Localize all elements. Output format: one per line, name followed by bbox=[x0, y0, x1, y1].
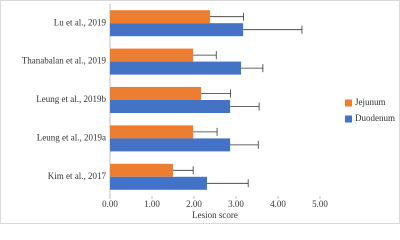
legend-label: Jejunum bbox=[355, 97, 386, 107]
error-bar bbox=[243, 25, 303, 34]
bar bbox=[110, 100, 231, 113]
legend-swatch bbox=[345, 99, 352, 107]
y-tick-label: Leung et al., 2019b bbox=[36, 94, 106, 104]
error-bar bbox=[209, 12, 244, 21]
y-tick-label: Lu et al., 2019 bbox=[54, 17, 107, 27]
y-tick-label: Leung et al., 2019a bbox=[37, 132, 106, 142]
bar bbox=[110, 176, 208, 190]
bar bbox=[110, 10, 210, 24]
x-tick-label: 3.00 bbox=[228, 199, 244, 209]
bar bbox=[110, 125, 194, 139]
x-tick-label: 0.00 bbox=[102, 199, 118, 209]
x-tick-label: 1.00 bbox=[144, 199, 160, 209]
error-bar bbox=[207, 179, 249, 188]
x-tick-label: 2.00 bbox=[186, 199, 202, 209]
bar bbox=[110, 163, 173, 177]
bar bbox=[110, 48, 194, 62]
bar bbox=[110, 23, 244, 37]
x-tick-label: 5.00 bbox=[312, 199, 328, 209]
error-bar bbox=[201, 89, 231, 98]
error-bar bbox=[173, 166, 194, 175]
x-tick-label: 4.00 bbox=[270, 199, 286, 209]
legend-label: Duodenum bbox=[355, 113, 395, 123]
y-tick-label: Thanabalan et al., 2019 bbox=[22, 56, 107, 66]
bar bbox=[110, 138, 231, 152]
error-bar bbox=[230, 140, 259, 149]
bar bbox=[110, 61, 242, 75]
chart: Lesion score 0.00 1.00 2.00 3.00 4.00 5.00 Lu … bbox=[0, 0, 400, 224]
bar bbox=[110, 87, 202, 100]
error-bar bbox=[193, 51, 217, 60]
legend-swatch bbox=[345, 115, 352, 123]
error-bar bbox=[241, 64, 264, 73]
error-bar bbox=[193, 127, 218, 136]
error-bar bbox=[230, 102, 260, 111]
y-tick-label: Kim et al., 2017 bbox=[48, 171, 107, 181]
x-axis-label: Lesion score bbox=[192, 210, 238, 220]
